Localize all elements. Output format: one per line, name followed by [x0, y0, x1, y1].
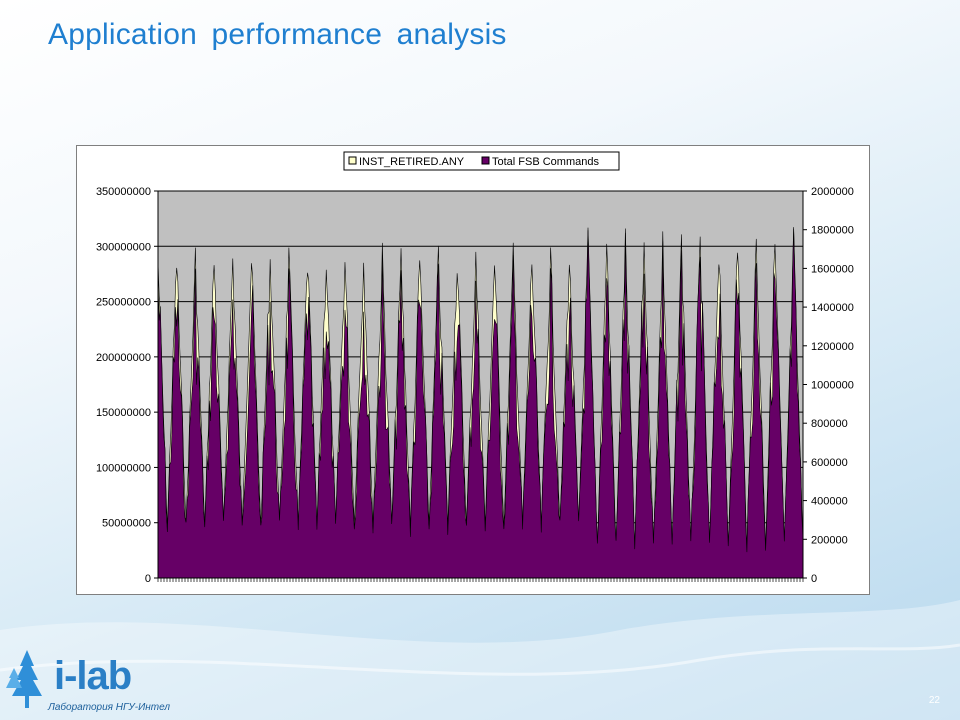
right-tick-label: 1200000	[811, 341, 854, 353]
right-tick-label: 1000000	[811, 380, 854, 392]
right-tick-label: 200000	[811, 534, 848, 546]
left-tick-label: 100000000	[96, 462, 151, 474]
left-tick-label: 250000000	[96, 297, 151, 309]
logo-subtitle: Лаборатория НГУ-Интел	[48, 702, 170, 713]
legend-swatch-fsb	[481, 156, 490, 165]
i-lab-logo: i-lab Лаборатория НГУ-Интел	[4, 648, 194, 720]
logo-name: i-lab	[54, 654, 132, 698]
right-tick-label: 400000	[811, 496, 848, 508]
left-tick-label: 300000000	[96, 241, 151, 253]
left-tick-label: 150000000	[96, 407, 151, 419]
right-tick-label: 1600000	[811, 263, 854, 275]
chart-frame: 0 50000000 100000000 150000000 200000000 2500…	[76, 145, 870, 595]
tree-icon	[6, 650, 42, 708]
right-tick-label: 800000	[811, 418, 848, 430]
right-tick-label: 2000000	[811, 186, 854, 198]
legend-label-inst: INST_RETIRED.ANY	[359, 156, 465, 168]
left-tick-label: 0	[145, 573, 151, 585]
right-tick-label: 0	[811, 573, 817, 585]
right-tick-label: 1400000	[811, 302, 854, 314]
slide-title: Application performance analysis	[48, 18, 507, 51]
right-tick-label: 1800000	[811, 225, 854, 237]
series-fsb-commands-area	[157, 228, 804, 579]
legend-swatch-inst	[348, 156, 357, 165]
page-number: 22	[928, 695, 940, 706]
chart: 0 50000000 100000000 150000000 200000000 2500…	[96, 151, 854, 585]
right-tick-label: 600000	[811, 457, 848, 469]
left-tick-label: 350000000	[96, 186, 151, 198]
left-tick-label: 50000000	[102, 518, 151, 530]
legend-label-fsb: Total FSB Commands	[492, 156, 599, 168]
left-tick-label: 200000000	[96, 352, 151, 364]
